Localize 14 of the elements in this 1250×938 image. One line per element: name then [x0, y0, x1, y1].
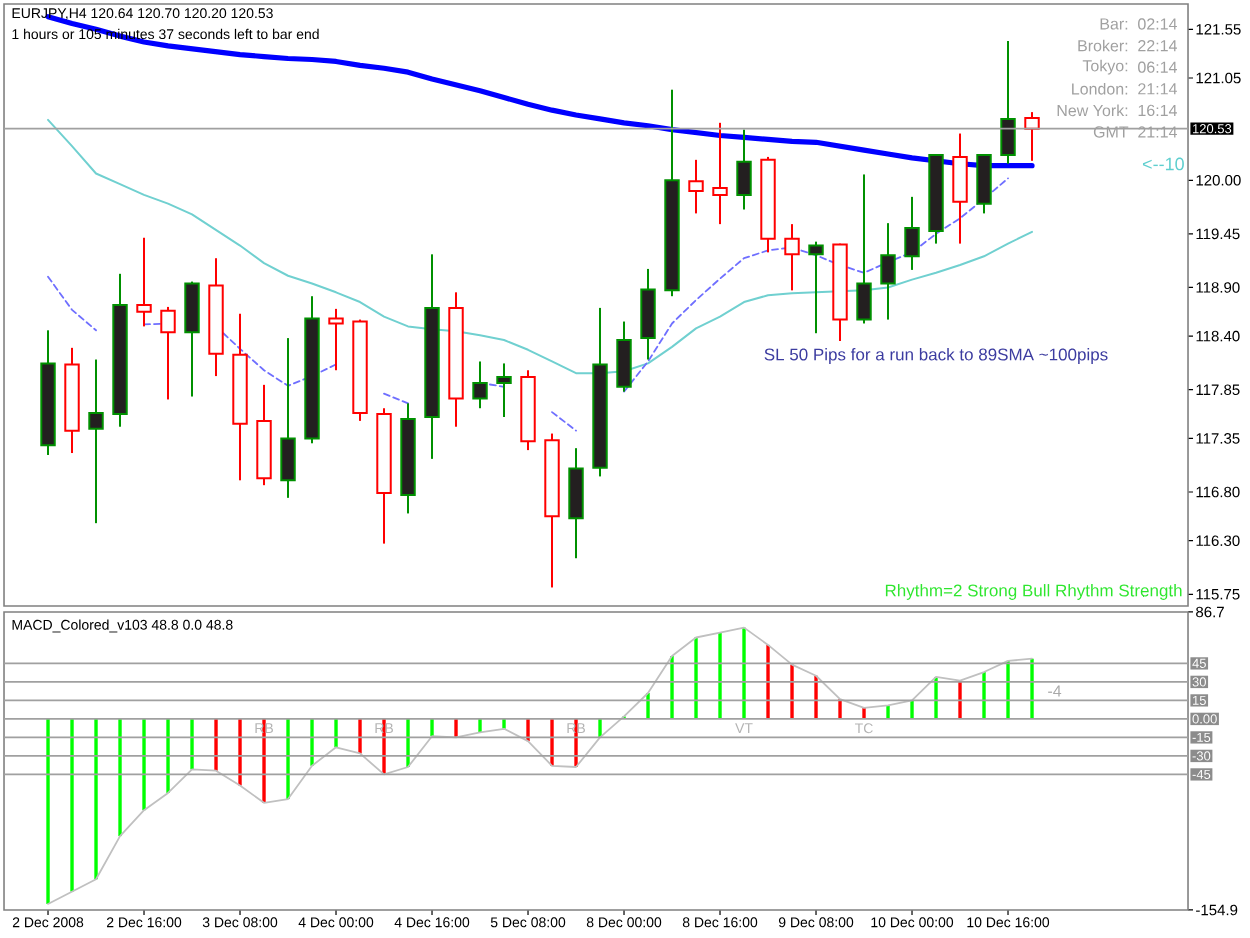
text: Tokyo: — [1082, 59, 1128, 75]
text: 21:14 — [1138, 83, 1177, 95]
text: -4 — [1048, 685, 1062, 697]
annotation: Rhythm=2 Strong Bull Rhythm Strength — [885, 584, 1182, 600]
text: 16:14 — [1138, 104, 1177, 117]
text: 06:14 — [1138, 61, 1177, 73]
text: Broker: — [1078, 39, 1128, 52]
text: 22:14 — [1138, 39, 1177, 52]
text: London: — [1072, 82, 1128, 95]
text: <--10 — [1142, 157, 1184, 171]
annotation: SL 50 Pips for a run back to 89SMA ~100pips — [764, 348, 1108, 364]
text: New York: — [1057, 104, 1128, 117]
text: 02:14 — [1138, 18, 1177, 30]
text: Bar: — [1100, 18, 1128, 30]
